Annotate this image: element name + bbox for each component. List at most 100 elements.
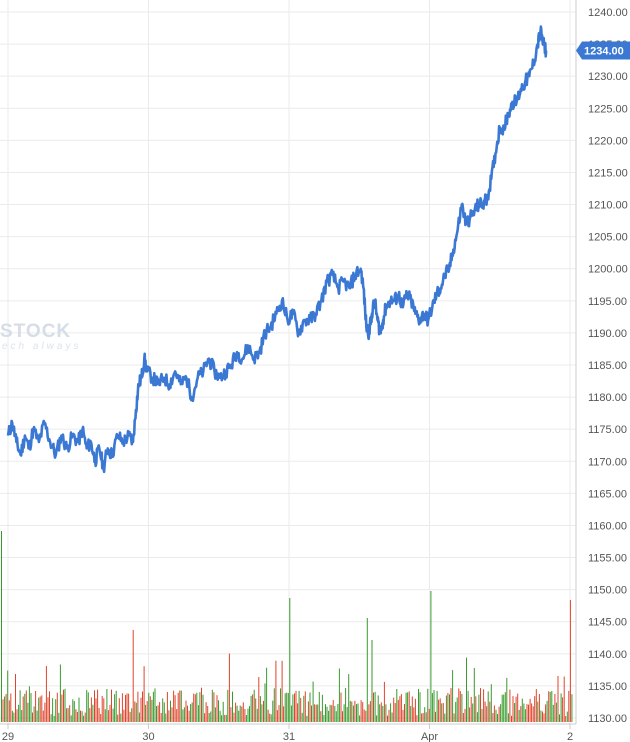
volume-bar (196, 692, 198, 722)
volume-bar (1, 531, 2, 722)
volume-bar (323, 715, 325, 722)
volume-bar (197, 705, 199, 722)
volume-bar (546, 700, 548, 722)
volume-bar (404, 704, 405, 722)
volume-bar (179, 690, 181, 722)
volume-bar (19, 690, 21, 722)
volume-bar (286, 692, 288, 722)
volume-bar (332, 700, 334, 722)
volume-bar (538, 694, 540, 722)
volume-bar (416, 715, 418, 722)
volume-bar (22, 696, 24, 722)
volume-bar (129, 711, 131, 722)
volume-bar (461, 693, 463, 722)
volume-bar (227, 689, 229, 722)
volume-bar (25, 690, 27, 722)
volume-bar (211, 689, 213, 722)
volume-bar (300, 697, 302, 722)
y-tick-label: 1205.00 (588, 232, 628, 244)
volume-bar (275, 660, 277, 722)
volume-bar (249, 706, 250, 722)
volume-bar (190, 704, 192, 722)
volume-bar (27, 702, 29, 722)
volume-bar (297, 703, 299, 722)
y-tick-label: 1200.00 (588, 264, 628, 276)
volume-bar (476, 712, 478, 722)
volume-bar (180, 690, 182, 722)
volume-bar (156, 706, 157, 722)
volume-bar (315, 704, 317, 722)
volume-bar (290, 705, 292, 722)
volume-bar (368, 704, 370, 722)
volume-bar (202, 694, 204, 722)
volume-bar (328, 710, 330, 722)
volume-bar (221, 715, 223, 722)
volume-bar (363, 709, 365, 722)
volume-bar (294, 693, 295, 722)
volume-bar (348, 674, 350, 722)
y-tick-label: 1240.00 (588, 7, 628, 19)
volume-bar (256, 708, 258, 722)
volume-bar (469, 707, 471, 722)
volume-bar (289, 598, 291, 722)
volume-bar (520, 706, 522, 722)
volume-bar (452, 670, 454, 722)
volume-bar (106, 689, 108, 722)
volume-bar (35, 691, 37, 722)
y-tick-label: 1230.00 (588, 71, 628, 83)
volume-bar (11, 710, 13, 722)
volume-bar (87, 692, 89, 722)
volume-bar (295, 690, 297, 722)
volume-bar (151, 699, 153, 722)
volume-bar (524, 709, 526, 722)
volume-bar (135, 702, 137, 722)
volume-bar (515, 696, 517, 722)
volume-bar (83, 715, 85, 722)
volume-bar (207, 706, 209, 722)
volume-bar (369, 701, 371, 722)
volume-bar (2, 699, 4, 722)
volume-bar (309, 692, 311, 722)
volume-bar (511, 715, 512, 722)
volume-bar (111, 689, 112, 722)
volume-bar (542, 711, 543, 722)
volume-bar (555, 702, 557, 722)
volume-bar (351, 701, 353, 722)
volume-bar (174, 695, 176, 722)
volume-bar (560, 693, 562, 722)
volume-bar (312, 681, 314, 722)
volume-bar (379, 704, 381, 722)
volume-bar (357, 703, 359, 722)
volume-bar (421, 713, 423, 722)
volume-bar (402, 709, 404, 722)
volume-bar (532, 706, 534, 722)
volume-bar (241, 706, 243, 722)
volume-bar (39, 696, 41, 722)
volume-bar (216, 695, 218, 722)
volume-bar (224, 714, 226, 722)
volume-bar (571, 694, 573, 722)
volume-bar (503, 694, 505, 722)
volume-bar (166, 692, 168, 722)
y-tick-label: 1180.00 (588, 392, 627, 404)
volume-bar (61, 694, 63, 722)
volume-bar (534, 696, 536, 722)
volume-bar (484, 701, 486, 722)
volume-bar (72, 699, 74, 722)
volume-bar (489, 701, 491, 722)
volume-bar (30, 693, 32, 722)
volume-bar (425, 712, 427, 722)
volume-bar (320, 711, 322, 722)
volume-bar (447, 693, 449, 722)
volume-bar (89, 708, 91, 722)
volume-bar (419, 692, 421, 722)
volume-bar (131, 708, 133, 722)
volume-bar (500, 704, 502, 722)
y-tick-label: 1155.00 (588, 553, 627, 565)
volume-bar (366, 618, 368, 722)
volume-bar (563, 676, 565, 722)
volume-bar (356, 704, 357, 722)
volume-bar (252, 694, 254, 722)
volume-bar (430, 591, 432, 722)
volume-bar (523, 703, 525, 722)
